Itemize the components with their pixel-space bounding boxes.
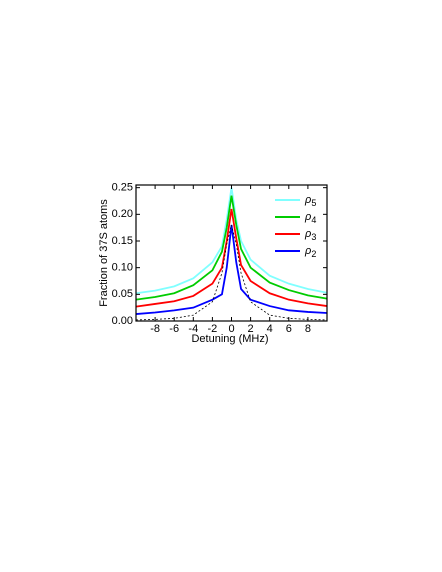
series-line (135, 195, 328, 301)
plot-frame (135, 184, 328, 322)
legend-label: ρ4 (304, 211, 316, 225)
series-line (135, 187, 328, 295)
series-line (135, 224, 328, 321)
y-tick-label: 0.25 (112, 182, 133, 194)
legend-label: ρ2 (304, 245, 316, 259)
x-tick-label: 6 (286, 323, 292, 335)
legend-label: ρ3 (304, 228, 316, 242)
x-tick-label: 4 (267, 323, 273, 335)
x-tick-label: 8 (305, 323, 311, 335)
y-tick-label: 0.05 (112, 288, 133, 300)
y-axis-label: Fraction of 37S atoms (98, 199, 110, 307)
x-tick-label: -2 (208, 323, 218, 335)
series-line (135, 208, 328, 308)
y-tick-label: 0.20 (112, 208, 133, 220)
x-axis-label: Detuning (MHz) (191, 333, 268, 345)
x-tick-label: -8 (150, 323, 160, 335)
y-tick-label: 0.15 (112, 235, 133, 247)
y-tick-label: 0.00 (112, 315, 133, 327)
x-tick-label: 0 (228, 323, 234, 335)
x-tick-label: -4 (188, 323, 198, 335)
x-tick-label: -6 (169, 323, 179, 335)
legend-label: ρ5 (304, 194, 316, 208)
x-tick-label: 2 (248, 323, 254, 335)
y-tick-label: 0.10 (112, 262, 133, 274)
